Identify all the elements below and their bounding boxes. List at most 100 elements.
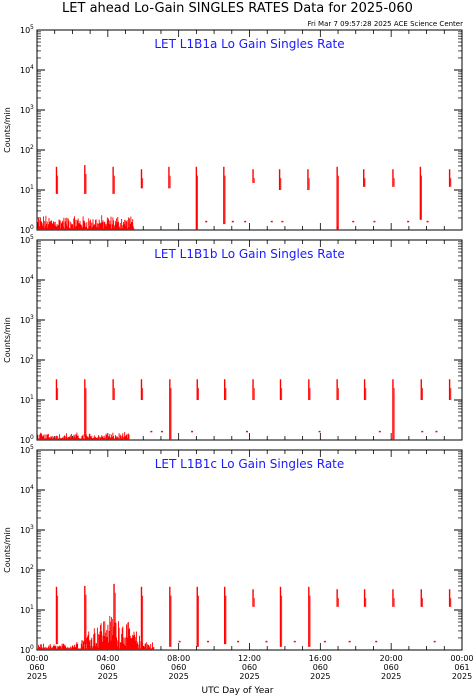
y-tick-label-base: 10 (20, 226, 30, 235)
y-tick-label-base: 10 (20, 646, 30, 655)
y-tick-label-exponent: 2 (30, 354, 34, 361)
series-sparse-point (435, 430, 438, 433)
x-tick-label: 061 (454, 663, 469, 672)
x-tick-label: 060 (242, 663, 257, 672)
series-sparse-point (265, 640, 268, 643)
y-tick-label-base: 10 (20, 606, 30, 615)
generation-timestamp: Fri Mar 7 09:57:28 2025 ACE Science Cent… (307, 20, 463, 28)
x-tick-label: 00:00 (25, 654, 48, 663)
x-tick-label: 060 (384, 663, 399, 672)
y-tick-label-exponent: 4 (30, 484, 34, 491)
panel-frame (36, 449, 463, 651)
series-sparse-point (421, 430, 424, 433)
y-tick-label-base: 10 (20, 526, 30, 535)
x-tick-label: 00:00 (450, 654, 473, 663)
y-tick-label-base: 10 (20, 66, 30, 75)
x-tick-label: 2025 (98, 672, 118, 681)
series-sparse-point (293, 640, 296, 643)
series-sparse-point (245, 430, 248, 433)
x-tick-label: 060 (313, 663, 328, 672)
x-tick-label: 2025 (168, 672, 188, 681)
y-tick-label-exponent: 5 (30, 24, 34, 31)
y-tick-label-base: 10 (20, 396, 30, 405)
y-tick-label-base: 10 (20, 186, 30, 195)
series-sparse-point (160, 430, 163, 433)
series-sparse-point (207, 640, 209, 643)
y-tick-label-exponent: 5 (30, 444, 34, 451)
y-tick-label-base: 10 (20, 446, 30, 455)
y-tick-label-base: 10 (20, 146, 30, 155)
series-sparse-point (373, 220, 376, 223)
y-tick-label-base: 10 (20, 276, 30, 285)
y-tick-label-exponent: 3 (30, 314, 34, 321)
x-tick-label: 060 (29, 663, 44, 672)
x-tick-label: 2025 (381, 672, 401, 681)
y-tick-label-base: 10 (20, 316, 30, 325)
series-sparse-point (426, 220, 429, 223)
series-sparse-point (191, 430, 194, 433)
y-tick-label-base: 10 (20, 436, 30, 445)
x-tick-label: 060 (100, 663, 115, 672)
x-tick-label: 2025 (27, 672, 47, 681)
series-sparse-point (378, 430, 381, 433)
series-sparse-point (281, 220, 284, 223)
x-tick-label: 04:00 (96, 654, 119, 663)
x-tick-label: 12:00 (238, 654, 261, 663)
series-sparse-point (150, 430, 153, 433)
y-tick-label-exponent: 2 (30, 564, 34, 571)
series-sparse-point (375, 640, 378, 643)
panel-frame (36, 29, 463, 231)
series-sparse-point (433, 640, 436, 643)
y-tick-label-base: 10 (20, 486, 30, 495)
series-sparse-point (237, 640, 240, 643)
y-tick-label-exponent: 0 (30, 434, 34, 441)
panel-title: LET L1B1c Lo Gain Singles Rate (155, 457, 345, 471)
y-tick-label-exponent: 2 (30, 144, 34, 151)
y-tick-label-exponent: 1 (30, 604, 34, 611)
x-tick-label: 08:00 (167, 654, 190, 663)
x-tick-label: 2025 (310, 672, 330, 681)
series-sparse-point (231, 220, 234, 223)
series-sparse-point (205, 220, 208, 223)
y-tick-label-exponent: 1 (30, 394, 34, 401)
series-sparse-point (348, 640, 351, 643)
panel-title: LET L1B1b Lo Gain Singles Rate (154, 247, 345, 261)
series-sparse-point (244, 220, 247, 223)
x-tick-label: 2025 (239, 672, 259, 681)
series-noise-trace (37, 215, 135, 230)
y-tick-label-base: 10 (20, 356, 30, 365)
series-sparse-point (318, 430, 321, 433)
y-tick-label-exponent: 5 (30, 234, 34, 241)
panel-title: LET L1B1a Lo Gain Singles Rate (154, 37, 344, 51)
y-tick-label-base: 10 (20, 106, 30, 115)
series-sparse-point (178, 640, 181, 643)
y-axis-label: Counts/min (3, 107, 12, 153)
page-title: LET ahead Lo-Gain SINGLES RATES Data for… (62, 1, 413, 16)
y-tick-label-exponent: 3 (30, 524, 34, 531)
y-tick-label-base: 10 (20, 236, 30, 245)
x-axis-label: UTC Day of Year (201, 686, 274, 696)
y-tick-label-base: 10 (20, 566, 30, 575)
x-tick-label: 2025 (452, 672, 472, 681)
y-tick-label-base: 10 (20, 26, 30, 35)
x-tick-label: 20:00 (380, 654, 403, 663)
panel-frame (36, 239, 463, 441)
series-noise-trace (37, 616, 155, 650)
series-sparse-point (323, 640, 326, 643)
series-sparse-point (270, 220, 273, 223)
y-tick-label-exponent: 4 (30, 274, 34, 281)
y-axis-label: Counts/min (3, 317, 12, 363)
y-tick-label-exponent: 4 (30, 64, 34, 71)
y-axis-label: Counts/min (3, 527, 12, 573)
series-sparse-point (352, 220, 355, 223)
y-tick-label-exponent: 1 (30, 184, 34, 191)
series-sparse-point (407, 220, 410, 223)
y-tick-label-exponent: 0 (30, 224, 34, 231)
y-tick-label-exponent: 3 (30, 104, 34, 111)
x-tick-label: 060 (171, 663, 186, 672)
x-tick-label: 16:00 (309, 654, 332, 663)
